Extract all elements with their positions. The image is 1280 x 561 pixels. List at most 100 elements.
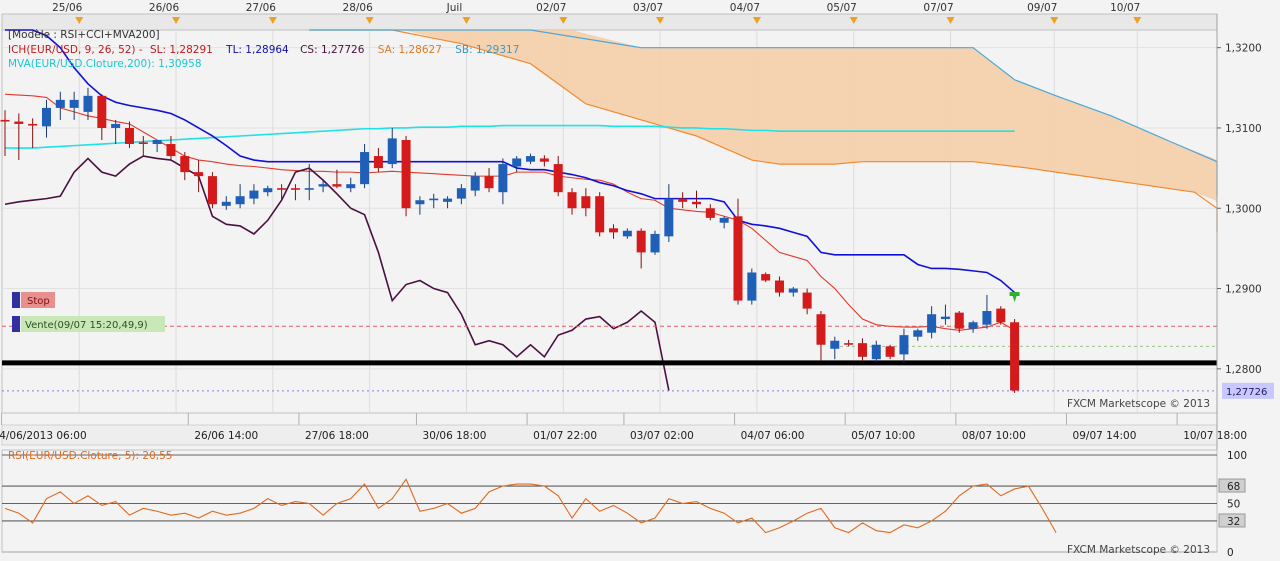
candle[interactable] xyxy=(207,172,217,209)
top-date-label: 02/07 xyxy=(536,2,566,14)
candle-body xyxy=(692,201,701,205)
candle[interactable] xyxy=(816,311,826,361)
candle[interactable] xyxy=(373,148,383,173)
candle[interactable] xyxy=(0,110,10,157)
candle[interactable] xyxy=(830,336,840,360)
candle[interactable] xyxy=(456,184,466,205)
candle[interactable] xyxy=(28,118,38,149)
candle[interactable] xyxy=(581,188,591,217)
candle[interactable] xyxy=(622,228,632,239)
candle[interactable] xyxy=(401,135,411,217)
stop-marker-handle[interactable] xyxy=(12,292,20,308)
candle-body xyxy=(207,176,217,205)
candle[interactable] xyxy=(194,160,204,193)
candle-body xyxy=(194,172,204,177)
candle[interactable] xyxy=(954,311,964,333)
candle[interactable] xyxy=(387,127,397,169)
candle-body xyxy=(304,188,314,190)
candle[interactable] xyxy=(290,184,300,201)
candle[interactable] xyxy=(899,328,909,363)
candle[interactable] xyxy=(124,121,134,149)
candle-body xyxy=(332,184,342,187)
candle[interactable] xyxy=(567,188,577,215)
candle[interactable] xyxy=(304,164,314,201)
candle[interactable] xyxy=(415,196,425,215)
candle[interactable] xyxy=(885,344,895,360)
candle[interactable] xyxy=(982,294,992,329)
candle[interactable] xyxy=(249,184,259,205)
candle[interactable] xyxy=(55,91,65,120)
candle-body xyxy=(553,164,563,193)
ich-sa: SA: 1,28627 xyxy=(378,44,442,56)
candle[interactable] xyxy=(180,152,190,181)
candle[interactable] xyxy=(636,228,646,269)
candle[interactable] xyxy=(844,339,854,347)
candle[interactable] xyxy=(443,196,453,209)
candle[interactable] xyxy=(470,172,480,197)
candle[interactable] xyxy=(609,224,619,239)
candle[interactable] xyxy=(360,144,370,189)
candle[interactable] xyxy=(705,204,715,221)
candle[interactable] xyxy=(277,184,287,201)
candle[interactable] xyxy=(429,193,439,209)
candle[interactable] xyxy=(871,340,881,363)
candle[interactable] xyxy=(719,216,729,229)
candle[interactable] xyxy=(539,155,549,167)
candle[interactable] xyxy=(346,177,356,193)
candle[interactable] xyxy=(692,190,701,209)
candle[interactable] xyxy=(996,306,1006,325)
candle-body xyxy=(429,198,439,201)
rsi-tick-label: 0 xyxy=(1227,547,1234,557)
candle[interactable] xyxy=(526,153,536,165)
candle[interactable] xyxy=(111,119,121,145)
candle-body xyxy=(28,123,38,126)
candle[interactable] xyxy=(1010,319,1020,393)
candle[interactable] xyxy=(97,94,107,141)
stop-marker[interactable]: Stop xyxy=(12,292,55,308)
candle[interactable] xyxy=(166,135,176,161)
candle[interactable] xyxy=(857,338,867,361)
candle[interactable] xyxy=(927,306,937,339)
candle[interactable] xyxy=(940,304,950,325)
candle[interactable] xyxy=(484,168,494,193)
candle[interactable] xyxy=(14,113,24,161)
candle[interactable] xyxy=(138,135,148,157)
candle[interactable] xyxy=(498,158,508,205)
sell-marker-handle[interactable] xyxy=(12,316,20,332)
candle[interactable] xyxy=(221,196,231,210)
candle[interactable] xyxy=(788,286,798,297)
candle[interactable] xyxy=(678,192,688,209)
candle[interactable] xyxy=(802,288,812,315)
candle-body xyxy=(124,127,134,145)
sell-marker[interactable]: Vente(09/07 15:20,49,9) xyxy=(12,316,165,332)
candle[interactable] xyxy=(553,156,563,197)
candle-body xyxy=(788,288,798,293)
candle-body xyxy=(871,344,881,360)
senkou-a-line xyxy=(309,29,1218,233)
ich-sl: SL: 1,28291 xyxy=(150,44,213,56)
candle[interactable] xyxy=(747,268,757,305)
candle[interactable] xyxy=(83,87,93,120)
candle[interactable] xyxy=(761,272,771,283)
candle[interactable] xyxy=(733,198,743,305)
day-separator-icon xyxy=(849,17,858,24)
candle-body xyxy=(595,196,605,233)
candle[interactable] xyxy=(235,184,245,209)
candles[interactable] xyxy=(0,87,1020,393)
candle[interactable] xyxy=(332,169,342,189)
candle[interactable] xyxy=(263,185,273,197)
candle[interactable] xyxy=(968,320,978,333)
candle-body xyxy=(622,230,632,237)
candle[interactable] xyxy=(774,276,784,297)
top-axis-strip xyxy=(1,13,1218,31)
candle[interactable] xyxy=(512,156,522,173)
candle[interactable] xyxy=(913,328,923,341)
candle[interactable] xyxy=(650,230,660,255)
candle[interactable] xyxy=(69,91,79,120)
candle[interactable] xyxy=(152,140,162,153)
candle[interactable] xyxy=(664,184,674,242)
candle[interactable] xyxy=(318,180,328,193)
candle[interactable] xyxy=(595,192,605,237)
candle[interactable] xyxy=(41,99,51,138)
